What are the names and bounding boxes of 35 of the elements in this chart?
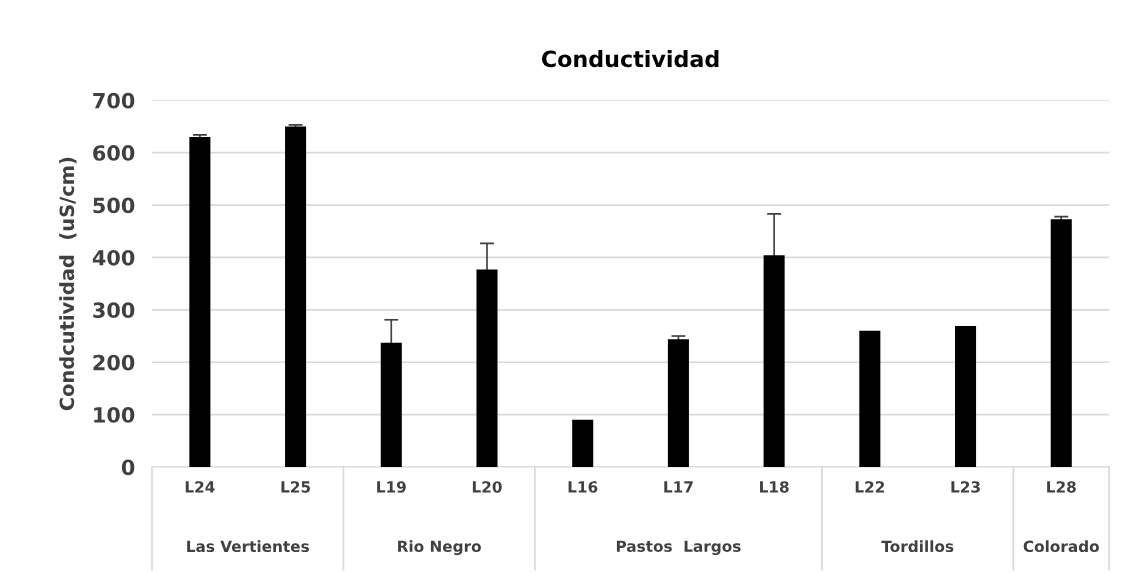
x-tick-label: L22 [855,481,885,493]
bar [572,419,594,467]
y-tick-label: 300 [93,302,135,319]
x-tick-label: L16 [568,481,598,493]
x-tick-label: L23 [951,481,980,493]
text: Las Vertientes [187,540,309,553]
y-tick-label: 0 [121,459,135,476]
chart-title: Conductividad [541,50,719,68]
bar [285,126,307,467]
x-tick-label: L24 [185,481,215,493]
bar [763,255,785,467]
y-tick-label: 400 [92,249,135,266]
text: Tordillos [881,540,954,553]
x-tick-label: L25 [281,481,311,493]
y-tick-label: 200 [93,354,135,371]
y-axis-title: Condcutividad (uS/cm) [59,157,77,411]
x-tick-label: L19 [377,481,406,493]
bar [476,269,498,467]
text: Rio Negro [398,540,481,556]
y-tick-label: 700 [93,92,135,109]
text: Pastos Largos [616,540,741,556]
x-tick-label: L17 [664,481,693,493]
x-tick-label: L28 [1047,481,1076,493]
bar [955,326,977,467]
bar [859,330,881,467]
bar [1050,219,1072,467]
bar [189,136,211,467]
bar [667,339,689,467]
x-tick-label: L18 [760,481,789,493]
y-tick-label: 100 [94,407,135,423]
x-tick-label: L20 [472,481,502,493]
text: Colorado [1023,540,1099,553]
y-tick-label: 500 [93,197,135,214]
y-tick-label: 600 [93,145,135,161]
bar [380,342,402,467]
